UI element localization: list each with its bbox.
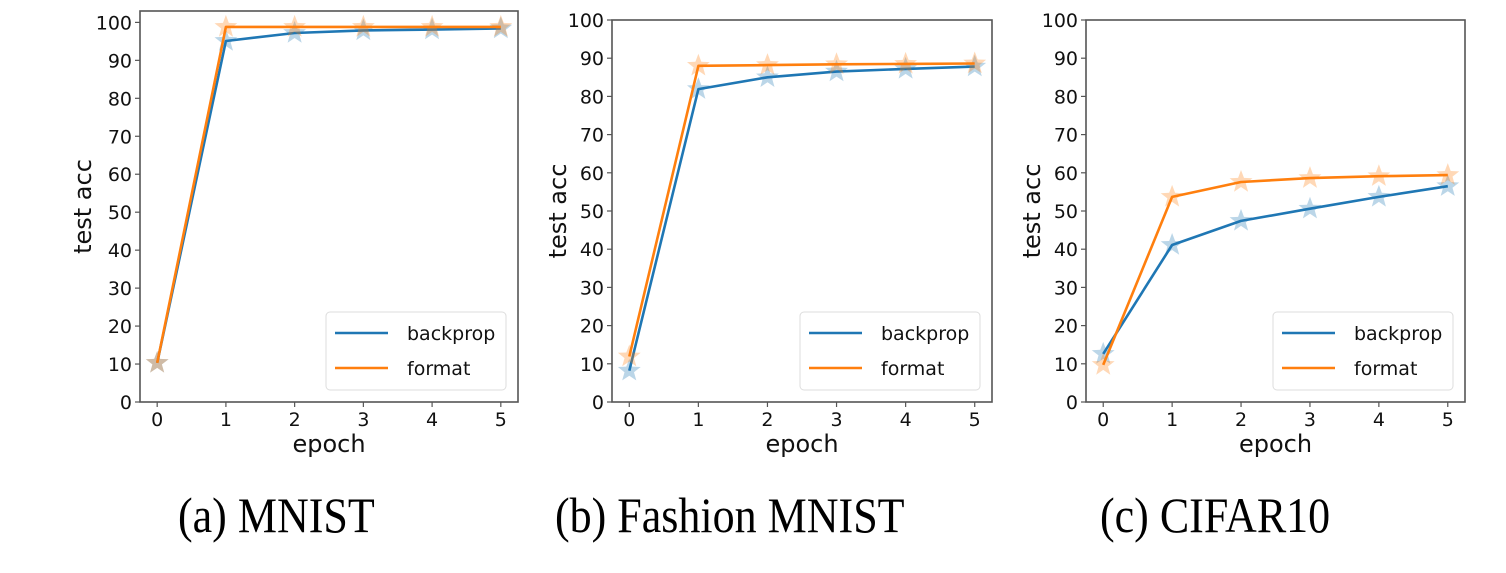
x-tick-label: 2 (761, 409, 773, 431)
x-tick-label: 2 (1235, 409, 1247, 431)
y-tick-label: 20 (1054, 316, 1078, 338)
y-tick-label: 60 (1054, 163, 1078, 185)
x-axis-label: epoch (292, 430, 365, 458)
y-tick-label: 80 (580, 86, 604, 108)
y-tick-label: 60 (580, 163, 604, 185)
y-tick-label: 20 (580, 316, 604, 338)
legend-label-format: format (1354, 358, 1417, 380)
y-tick-label: 0 (592, 392, 604, 414)
caption-c: (c) CIFAR10 (1100, 487, 1331, 543)
x-tick-label: 4 (900, 409, 912, 431)
legend: backprop format (799, 311, 981, 391)
y-tick-label: 30 (1054, 277, 1078, 299)
series-line-format (628, 62, 975, 357)
y-tick-label: 100 (96, 12, 132, 34)
axes-frame (139, 10, 519, 403)
y-tick-label: 0 (1066, 392, 1078, 414)
legend-label-backprop: backprop (881, 323, 969, 345)
y-axis-label: test acc (69, 159, 97, 254)
legend-label-backprop: backprop (407, 323, 495, 345)
x-tick-label: 3 (830, 409, 842, 431)
x-tick-label: 0 (1097, 409, 1109, 431)
series-line-backprop (155, 27, 501, 364)
y-axis-label: test acc (1018, 164, 1046, 259)
x-tick-label: 1 (692, 409, 704, 431)
legend-label-format: format (407, 358, 470, 380)
series-line-backprop (628, 65, 975, 372)
x-tick-label: 4 (1373, 409, 1385, 431)
chart-c: 0 10 20 30 40 50 60 70 80 90 100 0 1 2 3 4 5 epoch test ac… (1018, 10, 1466, 458)
series-line-format (1101, 173, 1448, 366)
chart-a: 0 10 20 30 40 50 60 70 80 90 100 0 1 2 3 4 5 epoch test ac… (69, 10, 519, 458)
x-tick-label: 4 (426, 409, 438, 431)
x-axis-label: epoch (1239, 430, 1312, 458)
x-tick-label: 5 (1442, 409, 1454, 431)
y-tick-label: 30 (580, 277, 604, 299)
y-tick-label: 90 (580, 48, 604, 70)
y-tick-label: 90 (108, 50, 132, 72)
y-tick-label: 70 (580, 125, 604, 147)
legend-label-format: format (881, 358, 944, 380)
legend-label-backprop: backprop (1354, 323, 1442, 345)
y-tick-label: 90 (1054, 48, 1078, 70)
y-tick-label: 60 (108, 164, 132, 186)
x-tick-label: 5 (969, 409, 981, 431)
x-tick-label: 5 (495, 409, 507, 431)
caption-a: (a) MNIST (178, 487, 375, 543)
y-tick-label: 30 (108, 278, 132, 300)
caption-b: (b) Fashion MNIST (555, 487, 905, 543)
y-tick-label: 20 (108, 316, 132, 338)
y-tick-label: 0 (120, 392, 132, 414)
y-tick-label: 50 (1054, 201, 1078, 223)
chart-b: 0 10 20 30 40 50 60 70 80 90 100 0 1 2 3 4 5 epoch test ac… (544, 10, 993, 458)
x-tick-label: 3 (357, 409, 369, 431)
x-tick-label: 2 (289, 409, 301, 431)
x-tick-label: 1 (1166, 409, 1178, 431)
x-tick-label: 0 (151, 409, 163, 431)
star-icon (963, 54, 987, 77)
series-line-format (155, 25, 501, 364)
legend: backprop format (325, 311, 507, 391)
y-tick-label: 100 (1042, 10, 1078, 32)
y-tick-label: 80 (1054, 86, 1078, 108)
x-tick-label: 0 (623, 409, 635, 431)
y-tick-label: 80 (108, 88, 132, 110)
y-tick-label: 100 (568, 10, 604, 32)
y-tick-label: 10 (108, 354, 132, 376)
y-tick-label: 70 (108, 126, 132, 148)
series-line-backprop (1102, 184, 1448, 355)
legend: backprop format (1272, 311, 1454, 391)
y-tick-label: 50 (580, 201, 604, 223)
x-tick-label: 1 (220, 409, 232, 431)
x-tick-label: 3 (1304, 409, 1316, 431)
y-tick-label: 40 (108, 240, 132, 262)
y-axis-label: test acc (544, 164, 572, 259)
star-icon (1436, 163, 1460, 185)
y-tick-label: 40 (1054, 239, 1078, 261)
y-tick-label: 10 (1054, 354, 1078, 376)
y-tick-label: 70 (1054, 125, 1078, 147)
y-tick-label: 40 (580, 239, 604, 261)
star-icon (1436, 174, 1460, 196)
x-axis-label: epoch (765, 430, 838, 458)
star-icon (963, 51, 987, 74)
y-tick-label: 10 (580, 354, 604, 376)
y-tick-label: 50 (108, 202, 132, 224)
